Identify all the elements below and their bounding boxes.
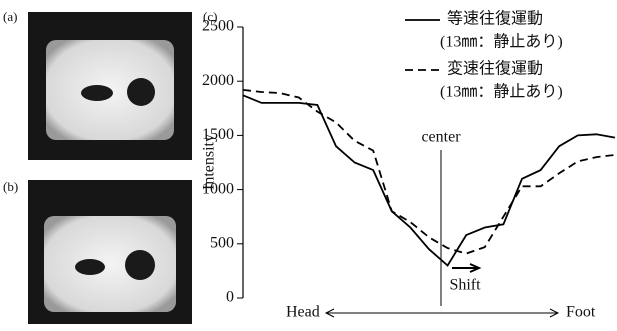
panel-label: (a)	[3, 9, 17, 24]
legend-label: 等速往復運動	[447, 10, 543, 28]
legend-label: (13㎜：静止あり)	[440, 33, 563, 51]
shift-arrow	[452, 264, 479, 272]
y-tick-label: 1000	[202, 180, 234, 197]
y-tick-label: 1500	[202, 126, 234, 143]
y-tick-label: 2000	[202, 72, 234, 89]
line-series	[243, 90, 615, 254]
image-b	[28, 180, 192, 324]
y-tick-label: 500	[210, 234, 234, 251]
figure: (a) (b) (c) Intensity center Shift Head …	[0, 0, 617, 326]
annotation: center	[421, 129, 461, 146]
line-series	[243, 95, 615, 265]
legend-label: 変速往復運動	[447, 60, 543, 78]
x-axis-arrow	[326, 309, 558, 317]
annotation: Shift	[449, 277, 481, 294]
x-start-label: Head	[286, 304, 320, 321]
x-end-label: Foot	[566, 304, 596, 321]
image-a	[28, 12, 192, 160]
y-tick-label: 0	[226, 289, 234, 306]
panel-label: (b)	[3, 179, 18, 194]
y-tick-label: 2500	[202, 18, 234, 35]
legend-label: (13㎜：静止あり)	[440, 83, 563, 101]
